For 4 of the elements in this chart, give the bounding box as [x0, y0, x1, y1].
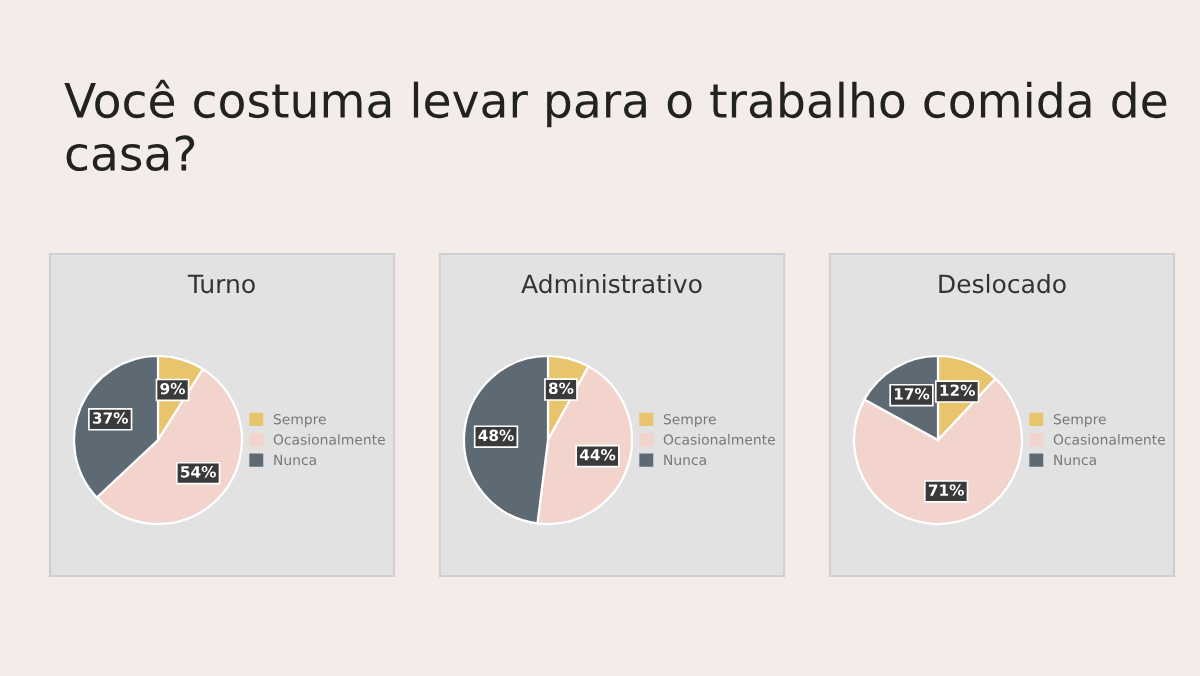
- chart-title: Deslocado: [939, 273, 1066, 294]
- chart-title: Turno: [187, 274, 255, 294]
- text: Você costuma levar para o trabalho comida de casa?: [64, 79, 1167, 172]
- chart-title: Administrativo: [521, 273, 702, 294]
